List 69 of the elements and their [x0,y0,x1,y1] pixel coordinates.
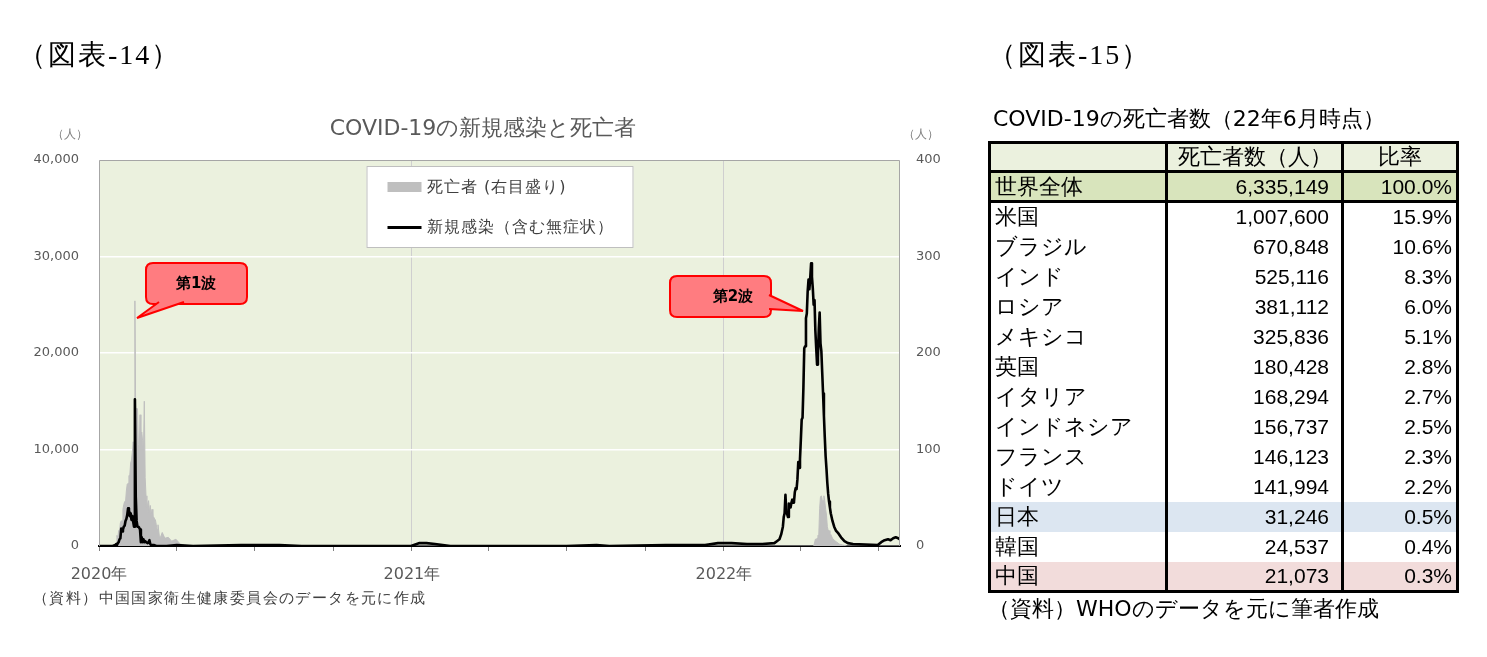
y-tick-label: 30,000 [33,247,79,263]
data-label: 2.3% [1342,441,1458,472]
x-tick-label: 2020年 [70,563,128,583]
category-label: イタリア [995,383,1087,409]
data-label: 156,737 [1166,411,1343,442]
legend-label: 新規感染（含む無症状） [427,216,614,236]
data-label: 141,994 [1166,471,1343,502]
category-label: ロシア [995,293,1064,319]
data-label: 0.3% [1342,561,1458,592]
data-label: 525,116 [1166,261,1343,292]
category-label: インドネシア [995,413,1133,439]
series-label: 比率 [1378,144,1422,169]
category-label: フランス [995,443,1087,469]
chart-title: COVID-19の新規感染と死亡者 [329,115,637,140]
y-tick-label: 20,000 [33,344,79,360]
data-label: 15.9% [1342,201,1458,232]
data-label: 2.2% [1342,471,1458,502]
text: （図表-14） [18,39,182,70]
x-tick-label: 2021年 [383,563,441,583]
data-label: 10.6% [1342,231,1458,262]
category-label: メキシコ [995,323,1087,349]
data-label: 2.7% [1342,381,1458,412]
category-label: ブラジル [995,233,1087,259]
category-label: 韓国 [995,533,1039,559]
data-label: 6.0% [1342,291,1458,322]
text: COVID-19の死亡者数（22年6月時点） [993,106,1385,131]
data-label: 381,112 [1166,291,1343,322]
category-label: 中国 [995,562,1039,588]
data-label: 670,848 [1166,231,1343,262]
category-label: 英国 [995,353,1039,379]
y-tick-label: 10,000 [33,440,79,456]
category-label: インド [995,263,1064,289]
data-label: 1,007,600 [1166,201,1343,232]
annotation: 第2波 [712,286,754,306]
text: （資料）中国国家衛生健康委員会のデータを元に作成 [33,589,427,607]
data-label: 5.1% [1342,321,1458,352]
y2-tick-label: 200 [916,344,941,360]
data-label: 8.3% [1342,261,1458,292]
data-label: 2.5% [1342,411,1458,442]
x-tick-label: 2022年 [695,563,753,583]
y2-axis-title: （人） [903,127,939,141]
y2-tick-label: 100 [916,440,941,456]
category-label: 日本 [995,503,1039,529]
data-label: 24,537 [1166,531,1343,562]
data-label: 180,428 [1166,351,1343,382]
series-label: 死亡者数（人） [1177,144,1332,169]
data-label: 146,123 [1166,441,1343,472]
data-label: 0.4% [1342,531,1458,562]
category-label: ドイツ [995,473,1064,499]
y2-tick-label: 300 [916,247,941,263]
y2-tick-label: 400 [916,151,941,167]
legend-label: 死亡者 (右目盛り) [427,176,567,196]
data-label: 0.5% [1342,501,1458,532]
y-tick-label: 40,000 [33,151,79,167]
data-label: 100.0% [1342,171,1458,202]
data-label: 6,335,149 [1166,171,1343,202]
data-label: 21,073 [1166,561,1343,592]
y-tick-label: 0 [70,537,79,553]
y-axis-title: （人） [52,127,88,141]
text: （資料）WHOのデータを元に筆者作成 [988,596,1379,621]
data-label: 325,836 [1166,321,1343,352]
data-label: 31,246 [1166,501,1343,532]
category-label: 世界全体 [995,173,1083,199]
data-label: 2.8% [1342,351,1458,382]
data-label: 168,294 [1166,381,1343,412]
category-label: 米国 [995,204,1039,230]
y2-tick-label: 0 [916,537,925,553]
text: （図表-15） [988,39,1152,70]
annotation: 第1波 [175,274,217,294]
